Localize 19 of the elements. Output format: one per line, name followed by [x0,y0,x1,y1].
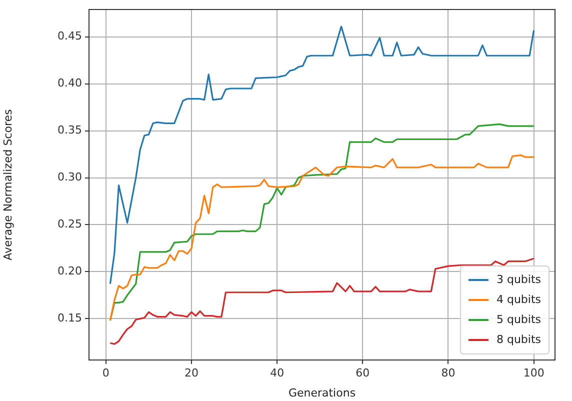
x-tick-label: 100 [523,366,544,380]
x-tick-label: 40 [270,366,284,380]
y-tick-label: 0.15 [58,312,82,325]
y-tick-label: 0.45 [58,30,82,43]
legend-label: 8 qubits [496,332,542,346]
x-tick-label: 20 [184,366,198,380]
legend-label: 5 qubits [496,312,542,326]
x-tick-label: 80 [441,366,456,380]
y-tick-label: 0.40 [58,76,82,90]
legend-label: 4 qubits [496,292,542,306]
x-tick-label: 0 [102,366,110,380]
y-axis-title: Average Normalized Scores [1,108,14,260]
y-tick-label: 0.35 [58,124,82,137]
x-axis-title: Generations [288,386,356,400]
y-tick-label: 0.30 [58,170,82,184]
x-tick-label: 60 [356,366,370,380]
legend-label: 3 qubits [496,272,542,286]
y-tick-label: 0.25 [58,218,82,231]
y-tick-label: 0.20 [58,264,82,278]
